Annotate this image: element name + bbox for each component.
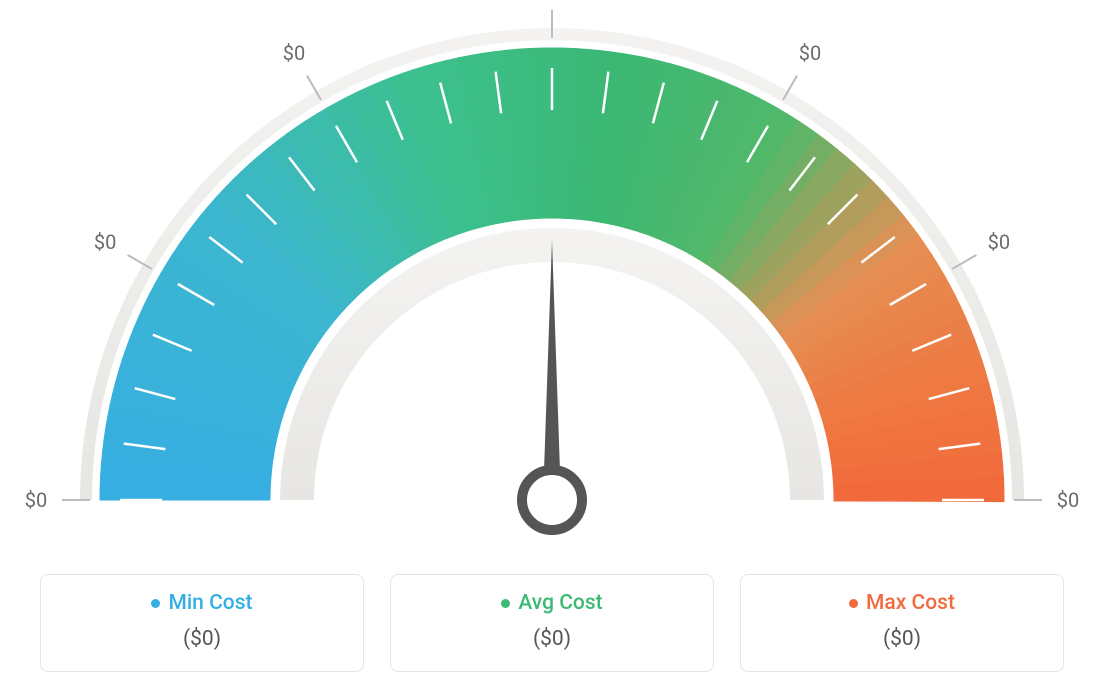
gauge-tick-label: $0	[799, 41, 821, 65]
legend-title-min: Min Cost	[151, 591, 252, 615]
legend-card-avg: Avg Cost ($0)	[390, 574, 714, 672]
legend-title-max: Max Cost	[849, 591, 955, 615]
gauge-tick-label: $0	[1057, 488, 1079, 512]
gauge-cost-widget: $0$0$0$0$0$0$0 Min Cost ($0) Avg Cost ($…	[0, 0, 1104, 690]
gauge-svg	[0, 0, 1104, 560]
legend-row: Min Cost ($0) Avg Cost ($0) Max Cost ($0…	[40, 574, 1064, 672]
legend-label-min: Min Cost	[168, 591, 252, 615]
gauge-tick-label: $0	[94, 230, 116, 254]
gauge-area: $0$0$0$0$0$0$0	[0, 0, 1104, 560]
legend-card-max: Max Cost ($0)	[740, 574, 1064, 672]
legend-title-avg: Avg Cost	[501, 591, 602, 615]
gauge-tick-label: $0	[988, 230, 1010, 254]
gauge-tick-label: $0	[283, 41, 305, 65]
legend-label-avg: Avg Cost	[518, 591, 602, 615]
legend-value-avg: ($0)	[401, 627, 703, 651]
gauge-tick-label: $0	[25, 488, 47, 512]
legend-dot-avg	[501, 599, 510, 608]
legend-dot-min	[151, 599, 160, 608]
legend-dot-max	[849, 599, 858, 608]
legend-value-min: ($0)	[51, 627, 353, 651]
legend-card-min: Min Cost ($0)	[40, 574, 364, 672]
legend-label-max: Max Cost	[866, 591, 955, 615]
legend-value-max: ($0)	[751, 627, 1053, 651]
